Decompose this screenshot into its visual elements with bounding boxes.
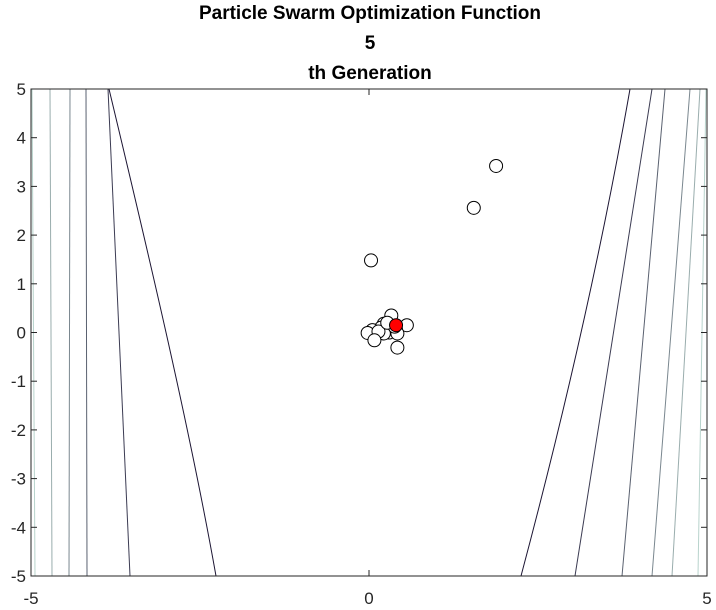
contour-line-left-3 [85, 89, 88, 576]
y-tick-label-3: 2 [17, 226, 26, 245]
x-tick-label-2: 5 [702, 589, 711, 608]
x-tick-label-0: -5 [23, 589, 38, 608]
contour-line-left-4 [107, 89, 131, 576]
best-particle-point [389, 318, 404, 333]
particle-point-0 [489, 158, 504, 173]
x-axis-ticks: -5 0 5 [23, 89, 712, 608]
contour-line-left-5 [108, 89, 217, 576]
y-tick-label-10: -5 [11, 567, 26, 586]
particle-point-1 [466, 200, 481, 215]
particle-point-20 [367, 333, 382, 348]
contour-line-right-2 [621, 89, 666, 576]
y-tick-label-8: -3 [11, 470, 26, 489]
title-line-2: 5 [365, 33, 376, 54]
contour-line-left-1 [49, 89, 53, 576]
particle-point-2 [364, 253, 379, 268]
contour-line-left-2 [68, 89, 71, 576]
y-tick-label-7: -2 [11, 421, 26, 440]
particle-point-21 [390, 340, 405, 355]
contour-line-right-3 [651, 89, 691, 576]
title-line-3: th Generation [308, 63, 432, 84]
y-tick-label-4: 1 [17, 275, 26, 294]
chart-title: Particle Swarm Optimization Function 5 t… [199, 3, 541, 84]
y-tick-label-9: -4 [11, 518, 26, 537]
y-tick-label-6: -1 [11, 372, 26, 391]
y-tick-label-5: 0 [17, 324, 26, 343]
x-tick-label-1: 0 [364, 589, 373, 608]
y-tick-label-0: 5 [17, 80, 26, 99]
y-axis-ticks: 5 4 3 2 1 0 -1 -2 -3 -4 -5 [11, 80, 707, 586]
contour-line-right-0 [520, 89, 631, 576]
best-particle-layer [389, 318, 404, 333]
contour-line-right-4 [671, 89, 701, 576]
title-line-1: Particle Swarm Optimization Function [199, 3, 541, 24]
contour-lines [31, 89, 707, 576]
y-tick-label-1: 4 [17, 129, 26, 148]
contour-line-right-1 [574, 89, 653, 576]
y-tick-label-2: 3 [17, 177, 26, 196]
